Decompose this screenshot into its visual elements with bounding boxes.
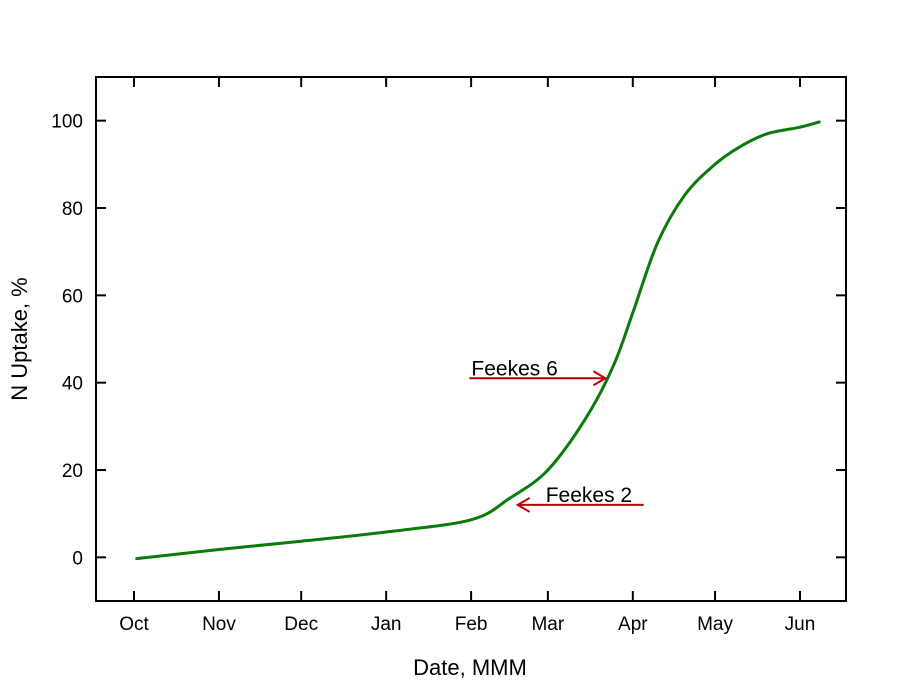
tick-marks	[96, 77, 846, 601]
y-tick-label: 40	[62, 374, 83, 395]
annotation-arrowhead	[515, 497, 531, 513]
y-tick-label: 20	[62, 461, 83, 482]
y-axis-title: N Uptake, %	[7, 277, 32, 401]
plot-area	[135, 120, 821, 561]
y-tick-label: 60	[62, 286, 83, 307]
tick-labels: 0 20 40 60 80 100 Oct Nov Dec Jan Feb Mar Apr May Jun	[51, 112, 815, 635]
annotation-label: Feekes 2	[546, 484, 632, 507]
annotations: Feekes 6 Feekes 2	[469, 357, 644, 513]
y-tick-label: 100	[51, 112, 83, 133]
plot-frame	[95, 76, 847, 602]
x-axis-title: Date, MMM	[413, 655, 527, 680]
x-tick-label: May	[697, 614, 733, 635]
x-tick-label: Oct	[119, 614, 149, 635]
x-tick-label: Jan	[371, 614, 402, 635]
x-tick-label: Mar	[531, 614, 564, 635]
x-tick-label: Nov	[202, 614, 236, 635]
y-tick-label: 0	[72, 548, 83, 569]
n-uptake-series-line	[135, 120, 821, 561]
y-tick-label: 80	[62, 199, 83, 220]
x-tick-label: Dec	[284, 614, 318, 635]
x-tick-label: Apr	[618, 614, 648, 635]
x-tick-label: Jun	[785, 614, 816, 635]
annotation-arrowhead	[592, 370, 608, 387]
x-tick-label: Feb	[455, 614, 488, 635]
axes: 0 20 40 60 80 100 Oct Nov Dec Jan Feb Mar Apr May Jun	[51, 76, 847, 635]
annotation-label: Feekes 6	[471, 357, 557, 380]
